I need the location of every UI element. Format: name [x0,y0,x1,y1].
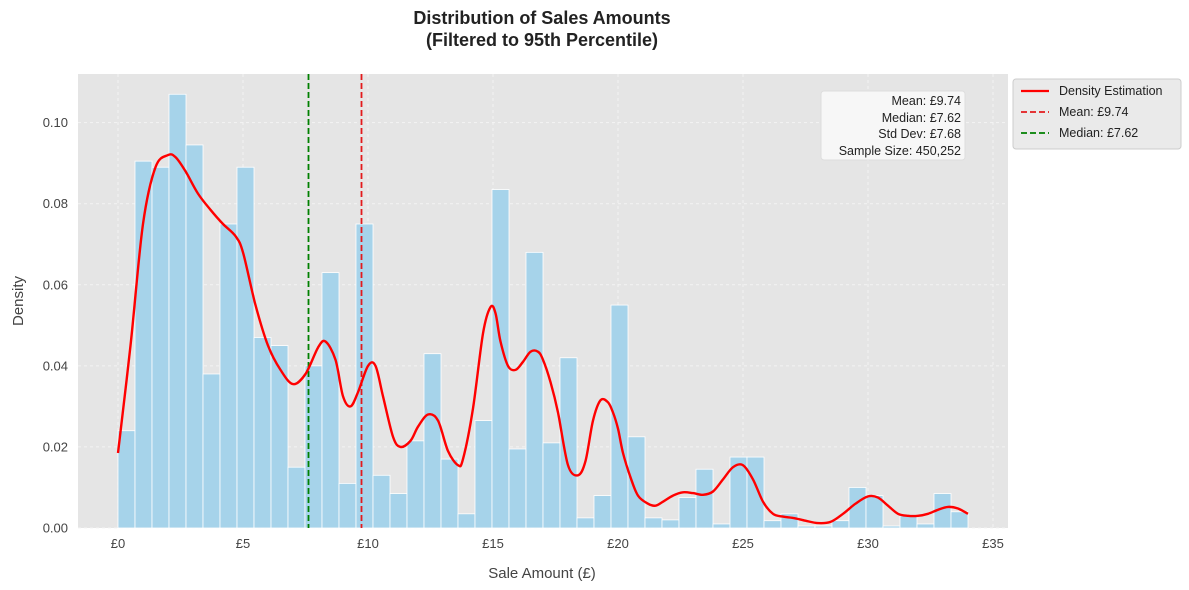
x-tick-label: £5 [236,536,250,551]
histogram-bar [542,442,561,529]
histogram-bar [627,436,646,529]
reference-lines [307,74,363,528]
y-tick-label: 0.04 [43,358,68,373]
histogram-bar [406,440,425,529]
stats-box-background [820,90,966,161]
histogram-bar [440,458,459,529]
x-tick-label: £20 [607,536,629,551]
x-axis-ticks: £0 £5 £10 £15 £20 £25 £30 £35 [111,536,1004,551]
legend-background [1012,78,1182,150]
histogram-bar [508,448,527,529]
histogram-bar [814,525,833,529]
histogram-bar [253,337,272,529]
stats-box: Mean: £9.74 Median: £7.62 Std Dev: £7.68… [820,90,966,161]
histogram-bar [338,483,357,529]
histogram-bar [695,468,714,529]
histogram-bar [644,517,663,529]
histogram-bar [746,456,765,529]
density-curve [116,153,969,525]
histogram-bar [236,166,255,529]
histogram-bar [423,353,442,529]
x-tick-label: £10 [357,536,379,551]
histogram-bar [763,520,782,529]
x-axis-label: Sale Amount (£) [488,565,596,582]
histogram-bar [831,520,850,529]
histogram-bar [678,497,697,529]
histogram-bar [287,466,306,529]
histogram-bar [372,474,391,529]
chart-title-line-2: (Filtered to 95th Percentile) [426,30,658,50]
histogram-bar [270,345,289,529]
histogram-bar [661,519,680,529]
legend-density-label: Density Estimation [1059,84,1163,98]
stats-std-dev: Std Dev: £7.68 [878,127,961,141]
histogram-bar [185,144,204,529]
x-tick-label: £25 [732,536,754,551]
histogram-bar [117,430,136,529]
histogram-bar [899,515,918,529]
x-tick-label: £35 [982,536,1004,551]
stats-sample-size: Sample Size: 450,252 [839,144,961,158]
histogram-bar [882,525,901,529]
y-tick-label: 0.00 [43,521,68,536]
histogram-bar [304,365,323,529]
y-tick-label: 0.10 [43,115,68,130]
histogram-bar [916,523,935,529]
histogram-bar [559,357,578,529]
density-curve-layer [116,153,969,525]
histogram-bar [474,420,493,529]
y-axis-label: Density [10,275,27,326]
histogram-bar [593,495,612,529]
histogram-bar [219,223,238,529]
histogram-bar [576,517,595,529]
chart-title-line-1: Distribution of Sales Amounts [413,8,670,28]
histogram-bar [151,166,170,529]
histogram-bar [321,272,340,529]
histogram-bar [491,189,510,529]
x-tick-label: £30 [857,536,879,551]
legend-median-label: Median: £7.62 [1059,126,1138,140]
histogram-bar [797,525,816,529]
y-tick-label: 0.06 [43,277,68,292]
y-tick-label: 0.02 [43,439,68,454]
histogram-bars [117,93,969,529]
histogram-bar [525,251,544,529]
stats-mean: Mean: £9.74 [892,94,962,108]
histogram-bar [202,373,221,529]
legend: Density Estimation Mean: £9.74 Median: £… [1012,78,1182,150]
histogram-bar [610,304,629,529]
histogram-bar [457,513,476,529]
stats-median: Median: £7.62 [882,111,961,125]
legend-mean-label: Mean: £9.74 [1059,105,1129,119]
histogram-bar [950,511,969,529]
y-tick-label: 0.08 [43,196,68,211]
x-tick-label: £0 [111,536,125,551]
y-axis-ticks: 0.00 0.02 0.04 0.06 0.08 0.10 [43,115,68,535]
histogram-bar [389,493,408,529]
histogram-bar [712,523,731,529]
x-tick-label: £15 [482,536,504,551]
